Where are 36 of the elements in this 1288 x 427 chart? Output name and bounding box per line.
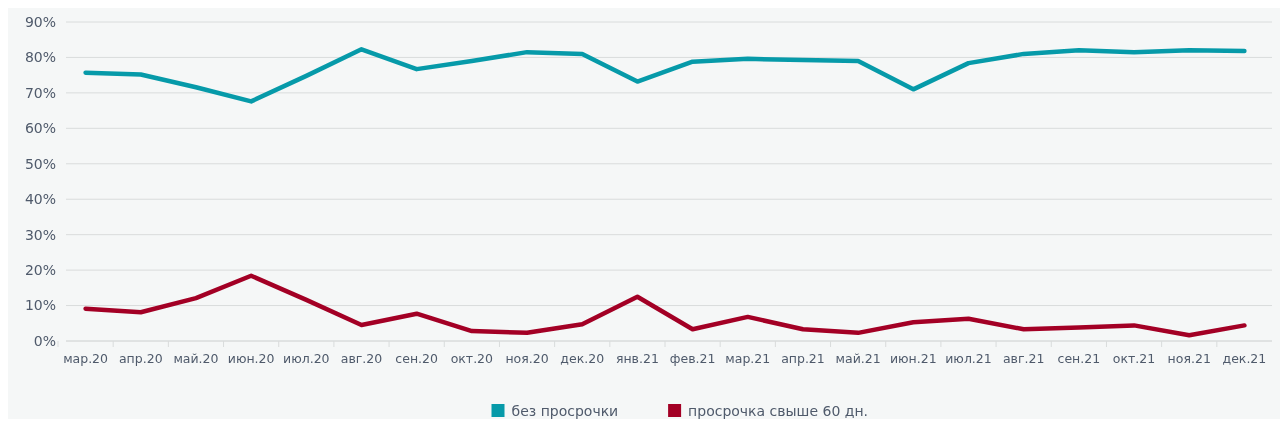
x-tick-label: окт.21: [1112, 351, 1156, 366]
x-tick-label: апр.20: [118, 351, 163, 366]
x-tick-label: фев.21: [669, 351, 716, 366]
y-tick-label: 0%: [33, 332, 56, 349]
x-tick-label: авг.21: [1002, 351, 1045, 366]
y-tick-label: 60%: [24, 120, 56, 137]
x-tick-label: сен.20: [395, 351, 439, 366]
y-tick-label: 80%: [24, 49, 56, 66]
y-tick-label: 90%: [24, 13, 56, 30]
x-tick-label: апр.21: [781, 351, 825, 366]
x-tick-label: авг.20: [340, 351, 383, 366]
x-tick-label: дек.21: [1222, 351, 1267, 366]
y-tick-label: 10%: [24, 297, 56, 314]
y-tick-label: 30%: [24, 226, 56, 243]
y-tick-label: 40%: [24, 191, 56, 208]
y-tick-label: 20%: [24, 262, 56, 279]
x-tick-label: окт.20: [450, 351, 494, 366]
y-tick-label: 50%: [24, 155, 56, 172]
x-tick-label: май.20: [173, 351, 219, 366]
x-tick-label: мар.20: [63, 351, 109, 366]
y-tick-label: 70%: [24, 84, 56, 101]
line-series: [83, 47, 1247, 104]
legend-label: просрочка свыше 60 дн.: [688, 402, 869, 419]
x-tick-label: июл.20: [283, 351, 330, 366]
x-tick-label: май.21: [835, 351, 881, 366]
x-tick-label: янв.21: [615, 351, 659, 366]
x-tick-label: дек.20: [560, 351, 605, 366]
x-tick-label: ноя.20: [505, 351, 549, 366]
x-tick-label: июн.20: [227, 351, 275, 366]
x-tick-label: сен.21: [1057, 351, 1101, 366]
line-series: [83, 273, 1247, 338]
x-tick-label: ноя.21: [1167, 351, 1211, 366]
x-tick-label: мар.21: [725, 351, 771, 366]
x-tick-label: июн.21: [889, 351, 937, 366]
legend-label: без просрочки: [511, 402, 619, 419]
x-tick-label: июл.21: [945, 351, 992, 366]
